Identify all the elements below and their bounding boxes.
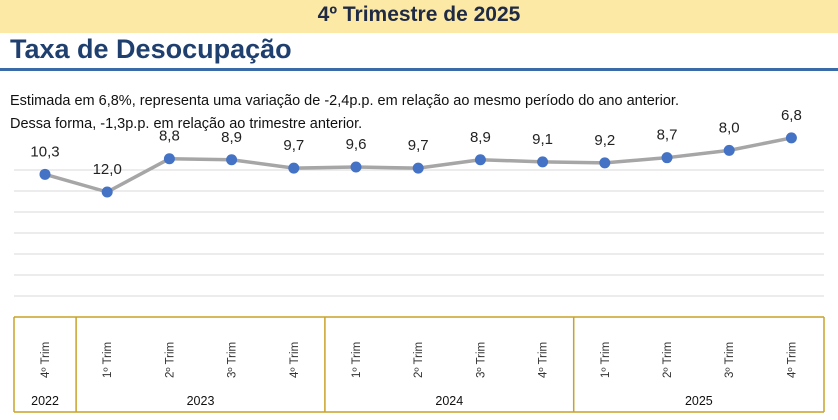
data-point-10	[661, 152, 673, 164]
data-label-8: 9,1	[532, 131, 553, 148]
data-point-2	[163, 153, 175, 165]
data-label-11: 8,0	[719, 119, 740, 136]
data-label-2: 8,8	[159, 128, 180, 145]
data-label-1: 12,0	[93, 161, 122, 178]
year-label-2023: 2023	[187, 394, 215, 408]
data-label-5: 9,6	[346, 136, 367, 153]
data-point-7	[474, 154, 486, 166]
category-label-6: 2º Trim	[413, 342, 425, 378]
data-label-3: 8,9	[221, 129, 242, 146]
data-point-12	[785, 132, 797, 144]
data-label-7: 8,9	[470, 129, 491, 146]
header-banner: 4º Trimestre de 2025	[0, 0, 838, 33]
category-label-10: 2º Trim	[662, 342, 674, 378]
data-point-3	[226, 154, 238, 166]
banner-title: 4º Trimestre de 2025	[317, 3, 521, 26]
description-line-1: Estimada em 6,8%, representa uma variaçã…	[10, 93, 679, 109]
title-divider	[0, 68, 838, 71]
data-point-8	[537, 156, 549, 168]
data-label-9: 9,2	[594, 132, 615, 149]
category-label-2: 2º Trim	[164, 342, 176, 378]
category-label-12: 4º Trim	[786, 342, 798, 378]
description-line-2: Dessa forma, -1,3p.p. em relação ao trim…	[10, 116, 363, 132]
category-label-11: 3º Trim	[724, 342, 736, 378]
category-label-7: 3º Trim	[475, 342, 487, 378]
year-label-2024: 2024	[435, 394, 463, 408]
category-label-4: 4º Trim	[289, 342, 301, 378]
category-label-1: 1º Trim	[102, 342, 114, 378]
year-label-2025: 2025	[685, 394, 713, 408]
data-label-4: 9,7	[283, 137, 304, 154]
data-point-5	[350, 161, 362, 173]
page-title: Taxa de Desocupação	[10, 34, 292, 64]
category-label-5: 1º Trim	[351, 342, 363, 378]
data-point-6	[412, 162, 424, 174]
data-label-12: 6,8	[781, 107, 802, 124]
data-point-0	[39, 168, 51, 180]
category-label-0: 4º Trim	[40, 342, 52, 378]
data-point-4	[288, 162, 300, 174]
category-label-9: 1º Trim	[600, 342, 612, 378]
data-point-9	[599, 157, 611, 169]
data-label-10: 8,7	[657, 127, 678, 144]
data-label-6: 9,7	[408, 137, 429, 154]
data-point-11	[723, 144, 735, 156]
year-label-2022: 2022	[31, 394, 59, 408]
category-label-3: 3º Trim	[227, 342, 239, 378]
data-point-1	[101, 186, 113, 198]
data-label-0: 10,3	[30, 143, 59, 160]
category-label-8: 4º Trim	[538, 342, 550, 378]
